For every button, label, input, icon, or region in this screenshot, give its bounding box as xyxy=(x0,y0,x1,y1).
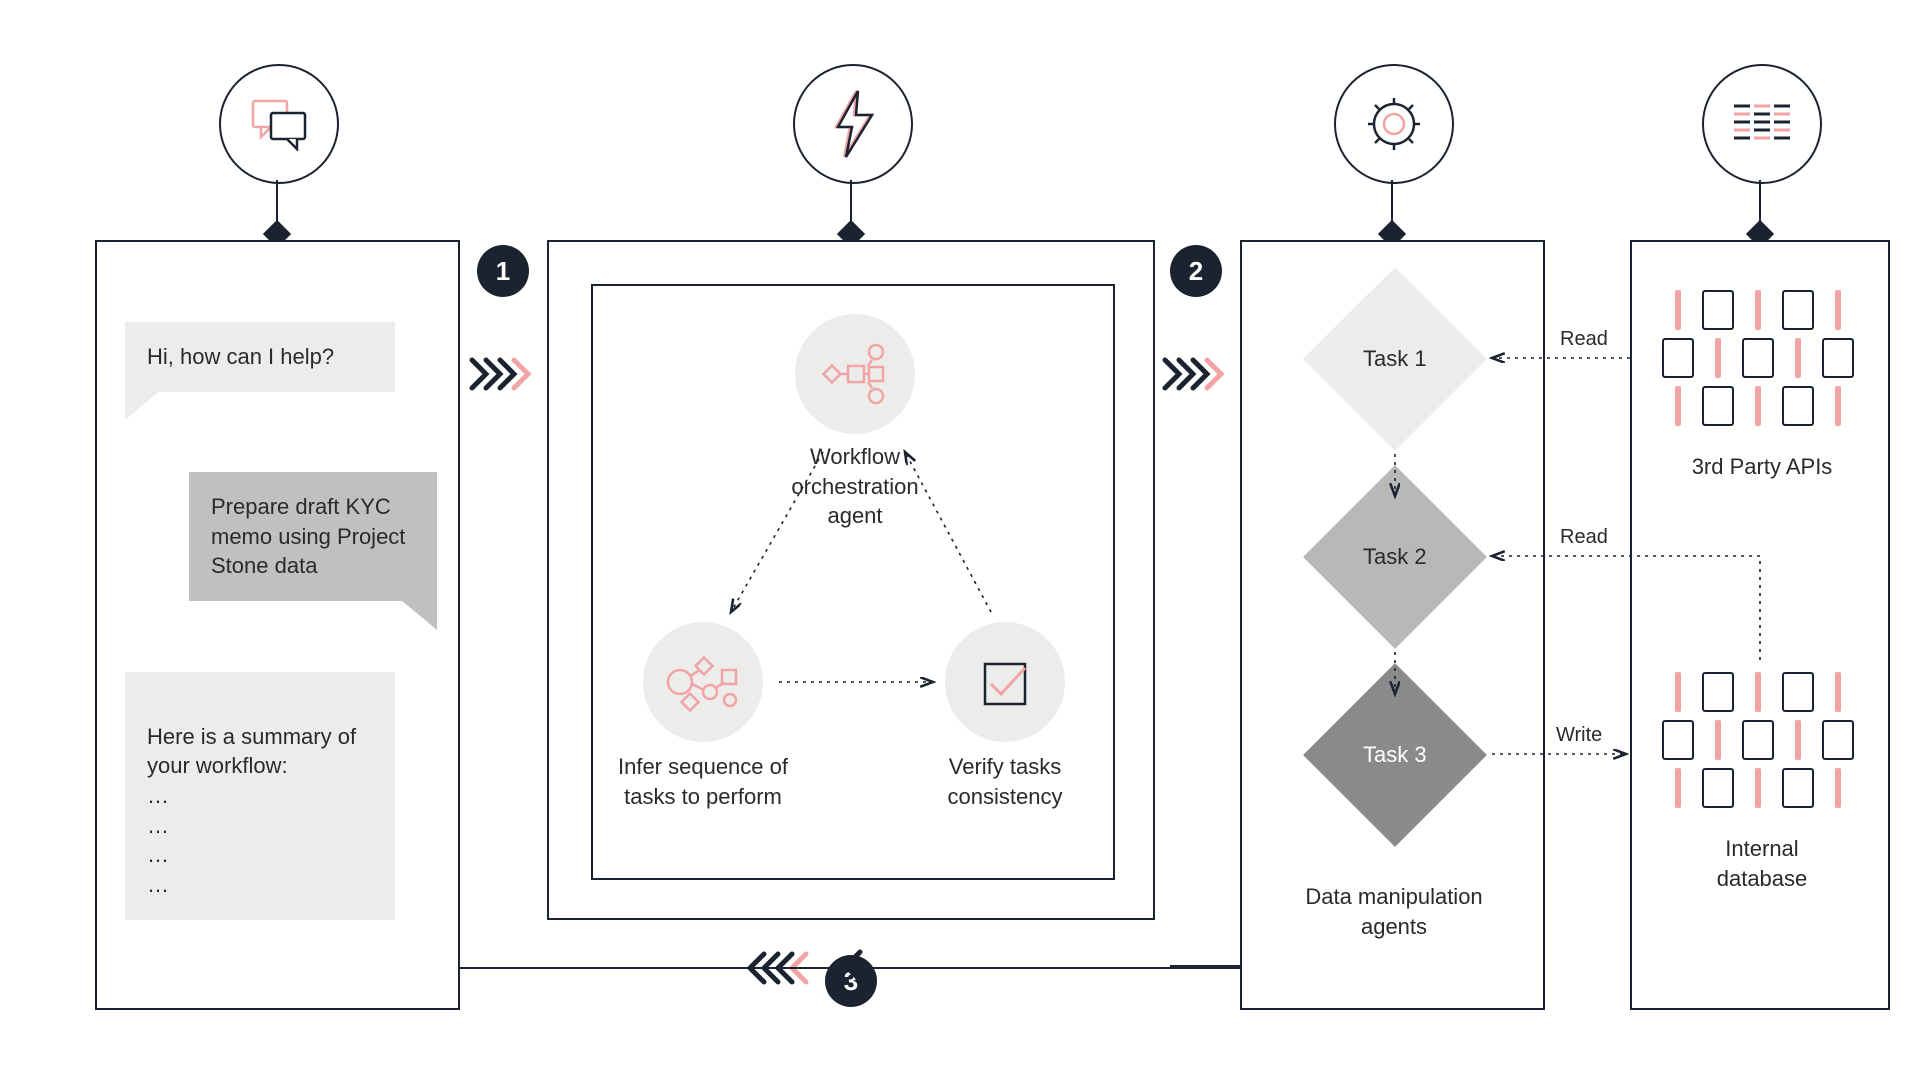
orchestration-inner: Workflow orchestration agent xyxy=(591,284,1115,880)
data-header-icon xyxy=(1702,64,1822,184)
step-badge-3: 3 xyxy=(825,955,877,1007)
internal-database-icon xyxy=(1662,672,1854,808)
third-party-apis-icon xyxy=(1662,290,1854,426)
gear-icon xyxy=(1362,92,1426,156)
tasks-panel: Task 1 Task 2 Task 3 Data manipulation a… xyxy=(1240,240,1545,1010)
edge-label-write: Write xyxy=(1556,724,1602,747)
data-stem xyxy=(1759,180,1761,224)
data-lines-icon xyxy=(1730,100,1794,148)
chat-msg-assistant-1: Hi, how can I help? xyxy=(125,322,395,392)
tasks-header-icon xyxy=(1334,64,1454,184)
chat-tail-3 xyxy=(125,880,161,912)
tasks-stem xyxy=(1391,180,1393,224)
step-3-label: 3 xyxy=(844,966,858,997)
edge-label-read-1: Read xyxy=(1560,328,1608,351)
step-2-label: 2 xyxy=(1189,256,1203,287)
internal-database-label: Internal database xyxy=(1682,834,1842,893)
chat-tail-1 xyxy=(125,390,161,422)
chat-bubbles-icon xyxy=(249,97,309,151)
diagram-stage: Hi, how can I help? Prepare draft KYC me… xyxy=(0,0,1920,1081)
chat-msg-assistant-2: Here is a summary of your workflow: … … … xyxy=(125,672,395,920)
chat-msg-user-1: Prepare draft KYC memo using Project Sto… xyxy=(189,472,437,601)
orchestration-panel: Workflow orchestration agent xyxy=(547,240,1155,920)
orch-internal-arrows xyxy=(593,286,1117,882)
step-1-label: 1 xyxy=(496,256,510,287)
chat-panel: Hi, how can I help? Prepare draft KYC me… xyxy=(95,240,460,1010)
chat-msg-2-text: Prepare draft KYC memo using Project Sto… xyxy=(211,494,405,578)
orch-header-icon xyxy=(793,64,913,184)
chat-header-icon xyxy=(219,64,339,184)
chat-stem xyxy=(276,180,278,224)
edge-label-read-2: Read xyxy=(1560,526,1608,549)
third-party-apis-label: 3rd Party APIs xyxy=(1682,452,1842,482)
lightning-icon xyxy=(826,89,880,159)
step-badge-1: 1 xyxy=(477,245,529,297)
chat-msg-1-text: Hi, how can I help? xyxy=(147,344,334,369)
orch-stem xyxy=(850,180,852,224)
data-panel: 3rd Party APIs Internal database xyxy=(1630,240,1890,1010)
step-badge-2: 2 xyxy=(1170,245,1222,297)
chat-msg-3-text: Here is a summary of your workflow: … … … xyxy=(147,724,356,897)
tasks-group-label: Data manipulation agents xyxy=(1304,882,1484,941)
chat-tail-2 xyxy=(401,600,437,632)
